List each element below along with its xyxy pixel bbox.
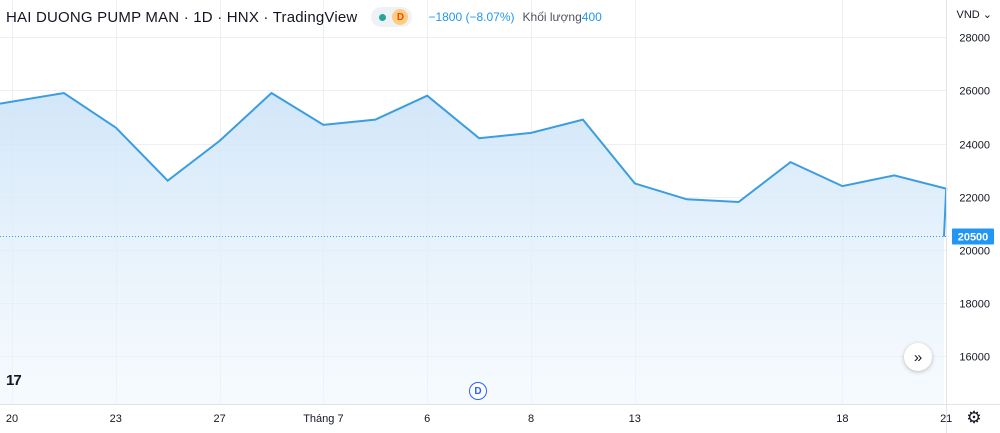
- price-change: −1800 (−8.07%): [428, 10, 515, 24]
- x-tick-label: 23: [110, 413, 122, 425]
- volume-label: Khối lượng: [522, 10, 582, 24]
- market-status-pill[interactable]: D: [371, 7, 413, 27]
- gear-icon[interactable]: ⚙: [966, 408, 982, 427]
- x-tick-label: 8: [528, 413, 534, 425]
- x-tick-label: 13: [629, 413, 641, 425]
- currency-selector[interactable]: VND ⌄: [956, 8, 992, 21]
- currency-label: VND: [956, 9, 980, 21]
- x-tick-label: Tháng 7: [303, 413, 343, 425]
- y-tick-label: 16000: [959, 352, 990, 364]
- y-tick-label: 28000: [959, 33, 990, 45]
- x-tick-label: 21: [940, 413, 952, 425]
- status-dot-icon: [379, 13, 387, 21]
- x-tick-label: 18: [836, 413, 848, 425]
- chevron-down-icon: ⌄: [982, 9, 992, 21]
- scroll-to-realtime-button[interactable]: »: [904, 343, 932, 371]
- x-tick-label: 6: [424, 413, 430, 425]
- y-tick-label: 24000: [959, 140, 990, 152]
- chart-header: HAI DUONG PUMP MAN · 1D · HNX · TradingV…: [0, 0, 602, 34]
- badge-d-icon: D: [392, 9, 409, 25]
- tradingview-logo-icon[interactable]: 17: [6, 372, 22, 389]
- price-line: [0, 91, 948, 237]
- x-tick-label: 20: [6, 413, 18, 425]
- dividend-marker-icon[interactable]: D: [469, 382, 487, 400]
- volume-value: 400: [581, 10, 602, 24]
- last-price-label: 20500: [952, 228, 994, 245]
- y-tick-label: 26000: [959, 86, 990, 98]
- double-chevron-right-icon: »: [913, 348, 923, 366]
- y-tick-label: 20000: [959, 246, 990, 258]
- y-tick-label: 18000: [959, 299, 990, 311]
- x-tick-label: 27: [213, 413, 225, 425]
- symbol-title: HAI DUONG PUMP MAN · 1D · HNX · TradingV…: [6, 8, 358, 26]
- svg-text:20500: 20500: [958, 232, 989, 244]
- y-tick-label: 22000: [959, 193, 990, 205]
- price-area-fill: [0, 93, 947, 404]
